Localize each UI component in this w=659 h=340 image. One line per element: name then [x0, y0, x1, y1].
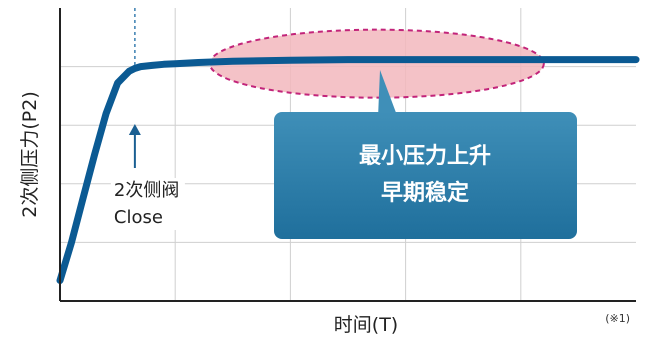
axes: [59, 8, 636, 302]
x-axis-label: 时间(T): [334, 314, 398, 336]
up-arrow-icon: [128, 124, 141, 135]
callout-line1: 最小压力上升: [359, 144, 491, 169]
valve-label-line2: Close: [114, 207, 163, 228]
callout-box: [274, 112, 577, 239]
pressure-curve: [56, 56, 640, 284]
callout-line2: 早期稳定: [381, 180, 469, 206]
series-line: [56, 56, 640, 284]
callout-pointer: [378, 70, 398, 118]
valve-label-background: [110, 178, 185, 230]
footnote-label: (※1): [605, 312, 630, 325]
valve-label-line1: 2次侧阀: [114, 180, 179, 201]
axis-labels: 时间(T) 2次侧压力(P2) (※1): [19, 91, 630, 336]
y-axis-label: 2次侧压力(P2): [19, 91, 41, 217]
valve-close-marker: 2次侧阀 Close: [110, 8, 185, 230]
